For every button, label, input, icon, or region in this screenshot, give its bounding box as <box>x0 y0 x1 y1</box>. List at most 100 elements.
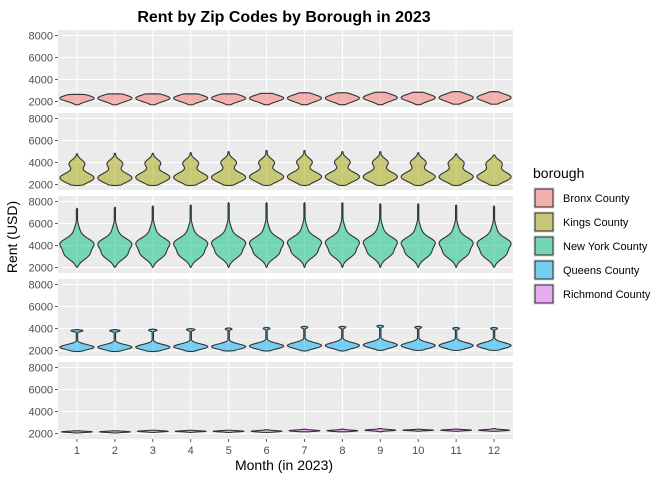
violin-kings-county-month-7 <box>286 149 323 187</box>
legend-item-bronx-county: Bronx County <box>533 187 630 209</box>
y-axis-title: Rent (USD) <box>4 201 20 273</box>
legend-title: borough <box>533 165 584 181</box>
y-tick-label: 8000 <box>29 280 53 292</box>
violin-queens-county-month-6 <box>248 326 285 352</box>
y-tick-label: 8000 <box>29 197 53 209</box>
violin-queens-county-month-4 <box>173 327 209 353</box>
legend: borough Bronx County Kings County New York… <box>533 165 651 305</box>
violin-queens-county-month-10 <box>400 325 436 352</box>
violin-bronx-county-month-9 <box>362 91 398 106</box>
x-tick-label: 3 <box>150 445 156 457</box>
y-tick-label: 8000 <box>29 114 53 126</box>
facet-panel-1: 2000 4000 6000 8000 <box>29 30 513 109</box>
violin-kings-county-month-10 <box>400 152 436 187</box>
legend-label: Queens County <box>563 265 640 277</box>
violin-bronx-county-month-11 <box>438 91 474 105</box>
violin-kings-county-month-4 <box>173 152 209 187</box>
violin-kings-county-month-8 <box>324 150 360 187</box>
x-tick-label: 8 <box>339 445 345 457</box>
y-tick-label: 2000 <box>29 97 53 109</box>
y-tick-label: 6000 <box>29 219 53 231</box>
facet-panel-3: 2000 4000 6000 8000 <box>29 196 513 275</box>
violin-bronx-county-month-4 <box>173 93 209 106</box>
legend-label: Richmond County <box>563 289 651 301</box>
violin-new-york-county-month-12 <box>476 205 512 269</box>
violin-queens-county-month-8 <box>324 325 360 352</box>
violin-queens-county-month-5 <box>211 327 247 352</box>
violin-bronx-county-month-2 <box>97 93 133 106</box>
violin-bronx-county-month-12 <box>476 91 512 105</box>
legend-swatch <box>534 284 554 304</box>
legend-item-kings-county: Kings County <box>533 211 629 233</box>
violin-kings-county-month-6 <box>248 149 285 187</box>
x-tick-label: 2 <box>112 445 118 457</box>
legend-swatch <box>534 188 554 208</box>
legend-item-new-york-county: New York County <box>533 235 648 257</box>
violin-bronx-county-month-1 <box>59 93 95 106</box>
violin-kings-county-month-9 <box>362 150 398 187</box>
violin-richmond-county-month-7 <box>288 428 321 433</box>
violin-new-york-county-month-10 <box>400 203 436 269</box>
y-tick-label: 2000 <box>29 346 53 358</box>
legend-label: Kings County <box>563 217 629 229</box>
x-axis-title: Month (in 2023) <box>235 457 333 473</box>
violin-kings-county-month-2 <box>97 152 133 187</box>
legend-item-richmond-county: Richmond County <box>533 283 651 305</box>
violin-richmond-county-month-6 <box>250 429 283 433</box>
y-tick-label: 6000 <box>29 53 53 65</box>
violin-queens-county-month-12 <box>476 326 512 352</box>
violin-bronx-county-month-3 <box>135 93 171 106</box>
y-tick-label: 8000 <box>29 31 53 43</box>
legend-label: Bronx County <box>563 193 630 205</box>
y-tick-label: 8000 <box>29 363 53 375</box>
y-tick-label: 2000 <box>29 180 53 192</box>
x-tick-label: 12 <box>488 445 500 457</box>
y-tick-label: 4000 <box>29 407 53 419</box>
y-tick-label: 4000 <box>29 241 53 253</box>
violin-richmond-county-month-1 <box>61 430 93 434</box>
y-tick-label: 6000 <box>29 136 53 148</box>
y-tick-label: 2000 <box>29 263 53 275</box>
violin-new-york-county-month-11 <box>438 204 474 269</box>
y-tick-label: 2000 <box>29 429 53 441</box>
violin-richmond-county-month-9 <box>364 428 397 433</box>
violin-richmond-county-month-3 <box>136 429 169 433</box>
violin-new-york-county-month-8 <box>324 202 360 269</box>
facet-panel-4: 2000 4000 6000 8000 <box>29 279 513 358</box>
y-tick-label: 6000 <box>29 302 53 314</box>
violin-richmond-county-month-5 <box>212 429 245 433</box>
violin-richmond-county-month-12 <box>478 428 510 432</box>
violin-queens-county-month-3 <box>135 328 171 353</box>
violin-new-york-county-month-3 <box>135 205 171 269</box>
legend-item-queens-county: Queens County <box>533 259 640 281</box>
violin-bronx-county-month-5 <box>211 93 247 106</box>
y-tick-label: 6000 <box>29 385 53 397</box>
violin-queens-county-month-11 <box>438 326 474 352</box>
violin-richmond-county-month-4 <box>174 429 207 433</box>
facet-panel-2: 2000 4000 6000 8000 <box>29 113 513 192</box>
violin-new-york-county-month-9 <box>362 203 398 269</box>
x-tick-label: 5 <box>226 445 232 457</box>
violin-queens-county-month-7 <box>286 325 323 352</box>
violin-kings-county-month-5 <box>211 150 247 187</box>
violin-bronx-county-month-10 <box>400 91 436 106</box>
legend-label: New York County <box>563 241 648 253</box>
violin-bronx-county-month-7 <box>286 92 323 106</box>
violin-new-york-county-month-1 <box>59 207 95 269</box>
violin-bronx-county-month-8 <box>324 92 360 106</box>
y-tick-label: 4000 <box>29 158 53 170</box>
violin-new-york-county-month-7 <box>286 202 323 269</box>
violin-queens-county-month-9 <box>362 324 398 352</box>
violin-bronx-county-month-6 <box>248 92 285 106</box>
chart-title: Rent by Zip Codes by Borough in 2023 <box>137 9 430 26</box>
facet-panels: 2000 4000 6000 8000 2000 4000 6000 8000 2000 4000… <box>29 30 513 441</box>
violin-new-york-county-month-6 <box>248 202 285 269</box>
x-tick-label: 6 <box>263 445 269 457</box>
violin-richmond-county-month-2 <box>98 430 131 434</box>
y-tick-label: 4000 <box>29 75 53 87</box>
y-tick-label: 4000 <box>29 324 53 336</box>
violin-kings-county-month-3 <box>135 152 171 187</box>
x-tick-label: 10 <box>412 445 424 457</box>
x-tick-label: 11 <box>450 445 461 457</box>
